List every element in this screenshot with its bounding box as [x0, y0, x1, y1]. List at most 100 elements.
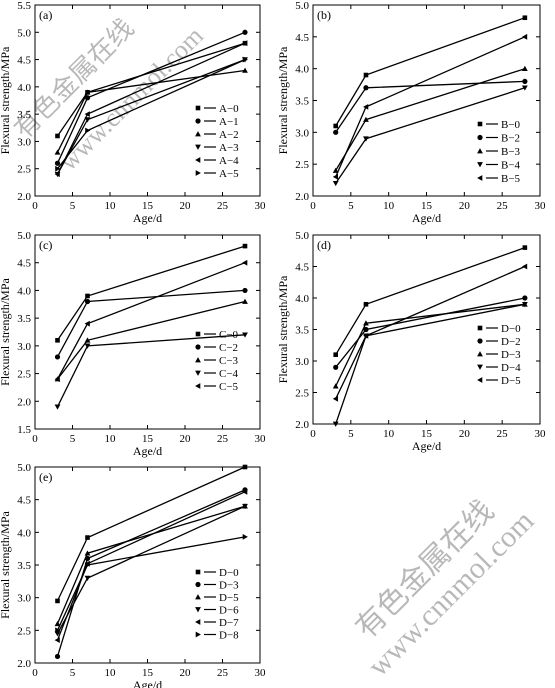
data-point	[84, 343, 91, 349]
data-point	[521, 301, 528, 308]
data-point	[85, 293, 90, 299]
series-line-4	[335, 87, 526, 184]
legend-marker	[195, 383, 201, 389]
legend-entry: D−4	[501, 362, 521, 374]
data-point	[242, 243, 248, 249]
x-tick-label: 5	[348, 428, 354, 440]
legend-marker	[195, 144, 201, 150]
legend-marker	[477, 325, 483, 331]
legend-entry: D−3	[501, 349, 521, 361]
data-point	[521, 33, 528, 40]
legend-entry: D−3	[219, 580, 239, 592]
y-tick-label: 1.5	[17, 424, 31, 436]
legend-entry: D−0	[219, 567, 239, 579]
series-line-5	[56, 262, 246, 380]
y-axis-label: Flexural strength/MPa	[276, 275, 290, 383]
legend-entry: B−3	[501, 146, 521, 158]
legend-entry: D−5	[219, 592, 239, 604]
series-line-4	[56, 334, 246, 408]
chart-panel-2: 0 5 10 15 20 25 30 2.0 2.5 3.0 3.5 4.0 4.5 5.0 Age/d Fl…	[276, 0, 546, 225]
data-point	[84, 575, 91, 581]
data-point	[521, 263, 528, 270]
legend: D−0D−3D−5D−6D−7D−8	[195, 567, 239, 642]
legend-marker	[195, 131, 201, 137]
series-line-3	[335, 68, 526, 171]
y-axis-label: Flexural strength/MPa	[0, 46, 12, 154]
data-point	[242, 298, 248, 304]
x-tick-label: 10	[105, 433, 117, 445]
x-tick-label: 5	[70, 200, 76, 212]
data-point	[84, 550, 91, 556]
data-point	[55, 598, 60, 604]
x-tick-label: 0	[32, 200, 38, 212]
data-point	[332, 167, 339, 173]
data-point	[363, 136, 369, 142]
data-point	[242, 534, 248, 540]
legend-entry: D−0	[501, 323, 521, 335]
series-line-6	[56, 536, 246, 631]
legend-marker	[195, 619, 201, 625]
legend-entry: A−3	[219, 142, 239, 154]
legend-entry: A−5	[219, 168, 239, 180]
y-tick-label: 3.5	[17, 560, 31, 572]
y-tick-label: 2.0	[17, 396, 31, 408]
data-point	[55, 165, 61, 172]
data-point	[242, 503, 248, 510]
panel-label: (a)	[39, 8, 52, 22]
data-point	[55, 627, 61, 634]
legend-marker	[195, 105, 201, 111]
data-point	[54, 160, 61, 166]
y-tick-label: 4.0	[295, 293, 309, 305]
legend-entry: C−2	[219, 342, 238, 354]
legend-marker	[477, 162, 483, 168]
data-point	[521, 65, 528, 71]
x-tick-label: 25	[217, 200, 229, 212]
data-point	[363, 85, 369, 91]
data-point	[55, 133, 60, 139]
legend-marker	[477, 121, 483, 127]
y-tick-label: 2.0	[295, 419, 309, 431]
legend-entry: B−4	[501, 160, 521, 172]
x-tick-label: 10	[383, 428, 395, 440]
x-axis-label: Age/d	[133, 444, 162, 458]
x-tick-label: 20	[180, 200, 192, 212]
y-tick-label: 3.0	[17, 341, 31, 353]
data-point	[363, 320, 369, 326]
watermark-url-1: www.cnnmol.com	[54, 21, 209, 176]
x-tick-label: 15	[421, 428, 433, 440]
data-point	[54, 637, 60, 644]
data-point	[85, 562, 91, 568]
legend-marker	[195, 607, 201, 613]
x-tick-label: 25	[497, 428, 509, 440]
legend-entry: C−3	[219, 355, 239, 367]
data-point	[54, 653, 61, 660]
x-tick-label: 10	[105, 200, 117, 212]
x-tick-label: 5	[70, 433, 76, 445]
legend-marker	[195, 357, 201, 363]
data-point	[522, 15, 528, 21]
y-tick-label: 4.5	[17, 55, 31, 67]
legend-marker	[477, 338, 483, 344]
legend-marker	[195, 631, 201, 638]
series-line-3	[56, 300, 246, 380]
data-point	[332, 395, 339, 402]
legend-entry: B−5	[501, 173, 521, 185]
y-tick-label: 5.0	[17, 27, 31, 39]
legend-marker	[195, 569, 201, 575]
y-tick-label: 3.5	[295, 325, 309, 337]
y-axis-label: Flexural strength/MPa	[276, 46, 290, 154]
y-tick-label: 3.0	[17, 136, 31, 148]
data-point	[242, 29, 248, 35]
data-point	[333, 129, 339, 135]
legend-marker	[195, 118, 201, 124]
y-tick-label: 2.5	[17, 369, 31, 381]
legend-entry: C−4	[219, 368, 239, 380]
data-point	[522, 245, 528, 250]
y-tick-label: 4.0	[17, 527, 31, 539]
y-tick-label: 2.5	[295, 159, 309, 171]
legend-marker	[477, 364, 483, 370]
legend: D−0D−2D−3D−4D−5	[477, 323, 521, 387]
y-tick-label: 3.0	[17, 593, 31, 605]
x-tick-label: 5	[348, 200, 354, 212]
